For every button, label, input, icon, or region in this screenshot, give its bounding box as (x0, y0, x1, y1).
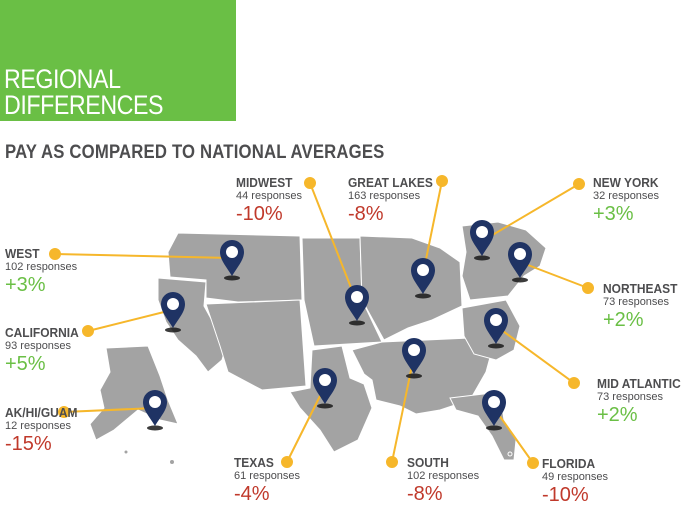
region-name: SOUTH (407, 455, 449, 470)
map-texas-region (289, 345, 373, 453)
map-guam-island (123, 449, 129, 455)
page-title: REGIONAL DIFFERENCES (4, 64, 164, 120)
region-responses: 73 responses (597, 391, 664, 403)
region-name: GREAT LAKES (348, 175, 433, 190)
region-name: FLORIDA (542, 456, 596, 471)
region-texas: TEXAS 61 responses -4% (234, 455, 301, 506)
region-change: +3% (593, 203, 634, 225)
map-southwest-region (205, 299, 307, 391)
region-mid-atlantic: MID ATLANTIC 73 responses +2% (597, 376, 688, 427)
map-hawaii-island (169, 459, 175, 465)
region-responses: 12 responses (5, 420, 72, 432)
region-change: +5% (5, 353, 46, 375)
region-change: +3% (5, 274, 46, 296)
region-california: CALIFORNIA 93 responses +5% (5, 325, 85, 376)
region-responses: 93 responses (5, 340, 72, 352)
region-responses: 49 responses (542, 471, 609, 483)
region-name: MID ATLANTIC (597, 376, 681, 391)
pin-ak-hi-guam-icon (143, 390, 167, 431)
region-name: CALIFORNIA (5, 325, 79, 340)
region-responses: 102 responses (407, 470, 480, 482)
region-change: -4% (234, 483, 270, 505)
region-responses: 102 responses (5, 261, 78, 273)
region-responses: 61 responses (234, 470, 301, 482)
region-name: AK/HI/GUAM (5, 405, 78, 420)
region-change: +2% (603, 309, 644, 331)
region-responses: 73 responses (603, 296, 670, 308)
region-northeast: NORTHEAST 73 responses +2% (603, 281, 684, 332)
map-great-lakes-region (359, 235, 463, 341)
region-florida: FLORIDA 49 responses -10% (542, 456, 609, 507)
region-name: MIDWEST (236, 175, 293, 190)
region-change: -8% (348, 203, 384, 225)
region-midwest: MIDWEST 44 responses -10% (236, 175, 303, 226)
region-great-lakes: GREAT LAKES 163 responses -8% (348, 175, 440, 226)
region-responses: 32 responses (593, 190, 660, 202)
region-south: SOUTH 102 responses -8% (407, 455, 480, 506)
region-change: -10% (542, 484, 589, 506)
map-pr-island (507, 451, 513, 457)
region-name: WEST (5, 246, 40, 261)
region-name: TEXAS (234, 455, 274, 470)
region-responses: 163 responses (348, 190, 421, 202)
region-west: WEST 102 responses +3% (5, 246, 78, 297)
region-name: NORTHEAST (603, 281, 678, 296)
region-ak-hi-guam: AK/HI/GUAM 12 responses -15% (5, 405, 84, 456)
region-name: NEW YORK (593, 175, 659, 190)
header-banner (0, 0, 236, 121)
region-change: -8% (407, 483, 443, 505)
region-responses: 44 responses (236, 190, 303, 202)
map-alaska-region (89, 345, 179, 441)
region-new-york: NEW YORK 32 responses +3% (593, 175, 664, 226)
page-subtitle: PAY AS COMPARED TO NATIONAL AVERAGES (5, 142, 385, 163)
region-change: -10% (236, 203, 283, 225)
region-change: -15% (5, 433, 52, 455)
region-change: +2% (597, 404, 638, 426)
